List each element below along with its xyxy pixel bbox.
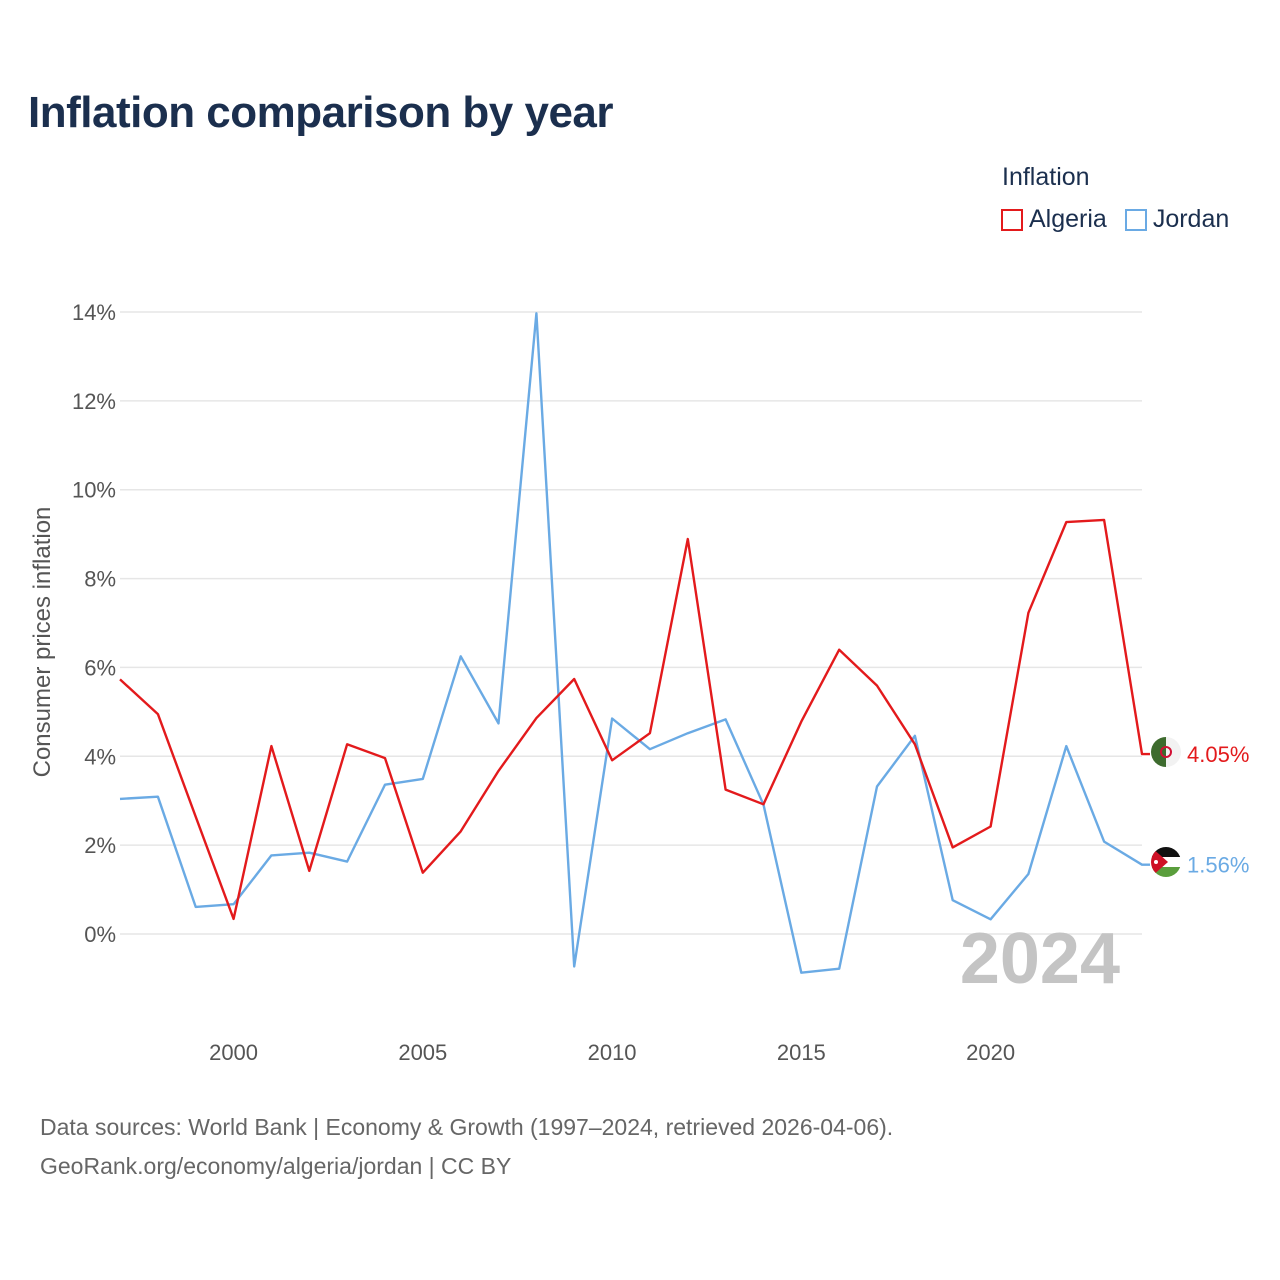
chart-title: Inflation comparison by year bbox=[28, 88, 614, 137]
y-tick-label: 8% bbox=[84, 567, 116, 592]
x-axis-ticks: 2000 2005 2010 2015 2020 bbox=[209, 1040, 1015, 1065]
x-tick-label: 2010 bbox=[588, 1040, 637, 1065]
legend-label-jordan: Jordan bbox=[1152, 205, 1230, 233]
legend-label-algeria: Algeria bbox=[1029, 205, 1107, 233]
jordan-flag bbox=[1151, 847, 1181, 877]
series-lines bbox=[119, 312, 1150, 974]
end-label-algeria: 4.05% bbox=[1187, 742, 1249, 767]
legend: Algeria Jordan bbox=[1001, 205, 1229, 234]
algeria-flag bbox=[1151, 737, 1181, 767]
x-tick-label: 2015 bbox=[777, 1040, 826, 1065]
y-tick-label: 10% bbox=[72, 478, 116, 503]
y-axis-title: Consumer prices inflation bbox=[29, 507, 56, 778]
end-label-jordan: 1.56% bbox=[1187, 853, 1249, 878]
y-tick-label: 4% bbox=[84, 744, 116, 769]
legend-item-algeria[interactable]: Algeria bbox=[1001, 205, 1107, 234]
series-line-jordan bbox=[119, 312, 1150, 974]
y-tick-label: 0% bbox=[84, 922, 116, 947]
x-tick-label: 2000 bbox=[209, 1040, 258, 1065]
legend-swatch-algeria bbox=[1001, 208, 1023, 231]
legend-title: Inflation bbox=[1002, 163, 1090, 191]
end-labels: 4.05% 1.56% bbox=[1187, 742, 1249, 878]
y-tick-label: 14% bbox=[72, 300, 116, 325]
source-line-2[interactable]: GeoRank.org/economy/algeria/jordan | CC … bbox=[40, 1153, 512, 1179]
legend-swatch-jordan bbox=[1124, 208, 1147, 231]
legend-item-jordan[interactable]: Jordan bbox=[1124, 205, 1230, 234]
y-tick-label: 6% bbox=[84, 655, 116, 680]
year-watermark: 2024 bbox=[960, 919, 1120, 999]
y-tick-label: 12% bbox=[72, 389, 116, 414]
x-tick-label: 2005 bbox=[398, 1040, 447, 1065]
gridlines bbox=[120, 311, 1142, 935]
y-axis-ticks: 0% 2% 4% 6% 8% 10% 12% 14% bbox=[72, 300, 116, 947]
y-tick-label: 2% bbox=[84, 833, 116, 858]
source-note: Data sources: World Bank | Economy & Gro… bbox=[40, 1108, 893, 1186]
series-line-algeria bbox=[119, 518, 1150, 921]
source-line-1: Data sources: World Bank | Economy & Gro… bbox=[40, 1114, 894, 1140]
x-tick-label: 2020 bbox=[966, 1040, 1015, 1065]
